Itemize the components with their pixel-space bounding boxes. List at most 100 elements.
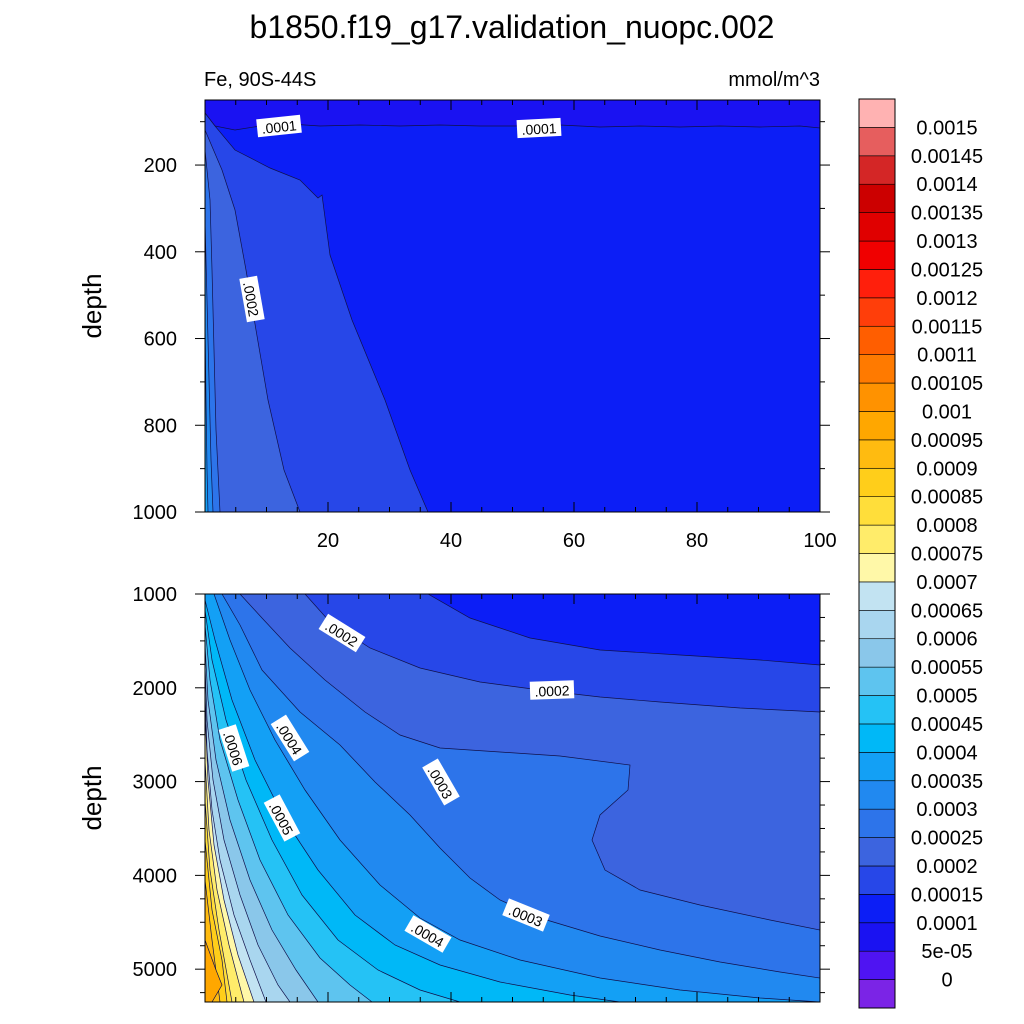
colorbar-swatch [858,297,896,327]
x-tick-label: 80 [686,530,708,552]
upper-contour-label: .0001 [256,114,302,138]
colorbar-swatch [858,894,896,924]
lower-field [204,593,821,1003]
chart-title: b1850.f19_g17.validation_nuopc.002 [250,9,775,45]
colorbar-swatch [858,325,896,355]
x-tick-label: 60 [563,530,585,552]
colorbar-label: 0.00045 [911,714,983,736]
colorbar-label: 0.00055 [911,657,983,679]
colorbar-swatch [858,127,896,157]
upper-contour-labels: .0001 .0001 .0002 [239,114,562,323]
lower-y-axis: 1000 2000 3000 4000 5000 [133,584,830,994]
colorbar-swatch [858,382,896,412]
y-tick-label: 400 [144,242,177,264]
y-tick-label: 4000 [133,865,178,887]
y-tick-label: 2000 [133,678,178,700]
colorbar-label: 0.0003 [916,799,977,821]
upper-y-axis: 200 400 600 800 1000 [133,121,830,524]
colorbar-swatch [858,98,896,128]
lower-contour-label-text: .0002 [534,682,570,699]
colorbar-label: 0.0013 [916,231,977,253]
upper-panel: 20 40 60 80 100 200 400 600 800 1000 .0001 .0001… [77,99,837,552]
colorbar-swatch [858,695,896,725]
x-tick-label: 40 [440,530,462,552]
colorbar-swatch [858,950,896,980]
colorbar-label: 0.0001 [916,913,977,935]
colorbar-frame [858,98,896,1009]
colorbar-label: 0.0011 [917,345,977,367]
upper-y-axis-label: depth [77,273,107,338]
colorbar-swatch [858,979,896,1009]
colorbar-label: 0.001 [922,401,972,423]
colorbar-label: 0 [941,970,952,992]
lower-contour-label: .0002 [529,680,575,700]
colorbar-label: 0.0004 [916,742,977,764]
colorbar-label: 0.0014 [916,174,977,196]
lower-x-axis [235,594,821,1002]
colorbar-swatch [858,183,896,213]
colorbar-swatch [858,808,896,838]
colorbar: 0.0015 0.00145 0.0014 0.00135 0.0013 0.00125 0… [858,98,983,1009]
y-tick-label: 1000 [133,502,178,524]
colorbar-label: 0.00035 [911,771,983,793]
colorbar-label: 0.00105 [911,373,983,395]
colorbar-label: 0.0015 [916,117,977,139]
colorbar-label: 0.00075 [911,544,983,566]
y-tick-label: 600 [144,329,177,351]
x-tick-label: 20 [317,530,339,552]
colorbar-label: 0.0008 [916,515,977,537]
lower-band-0-00035 [204,593,821,1003]
colorbar-swatch [858,610,896,640]
colorbar-swatch [858,666,896,696]
x-tick-label: 100 [803,530,836,552]
colorbar-swatch [858,439,896,469]
upper-contour-label-text: .0001 [521,120,557,138]
colorbar-swatch [858,155,896,185]
colorbar-label: 0.00145 [911,146,983,168]
colorbar-swatch [858,865,896,895]
colorbar-label: 0.0007 [916,572,977,594]
y-tick-label: 800 [144,415,177,437]
colorbar-swatch [858,524,896,554]
colorbar-label: 0.0006 [916,629,977,651]
colorbar-swatch [858,723,896,753]
upper-contour-label-text: .0002 [240,281,262,318]
lower-band-0-0004 [204,599,621,1003]
colorbar-swatch [858,780,896,810]
upper-contour-label: .0002 [239,275,265,323]
colorbar-swatch [858,212,896,242]
y-tick-label: 5000 [133,959,178,981]
colorbar-swatch [858,496,896,526]
right-subtitle: mmol/m^3 [728,69,820,91]
colorbar-label: 0.0002 [916,856,977,878]
colorbar-label: 0.0005 [916,686,977,708]
colorbar-label: 0.0012 [916,288,977,310]
upper-band-0-0001 [204,99,821,131]
colorbar-label: 0.00135 [911,203,983,225]
colorbar-label: 0.0009 [916,458,977,480]
colorbar-label: 0.00015 [911,884,983,906]
colorbar-swatch [858,752,896,782]
colorbar-swatch [858,837,896,867]
y-tick-label: 1000 [133,584,178,606]
colorbar-swatch [858,354,896,384]
colorbar-label: 0.00025 [911,828,983,850]
colorbar-swatch [858,240,896,270]
colorbar-swatch [858,638,896,668]
upper-contour-label: .0001 [516,117,562,139]
colorbar-swatch [858,922,896,952]
left-subtitle: Fe, 90S-44S [204,69,316,91]
colorbar-label: 0.00115 [912,316,983,338]
lower-y-axis-label: depth [77,765,107,830]
colorbar-swatch [858,411,896,441]
colorbar-label: 0.00125 [911,259,983,281]
colorbar-label: 5e-05 [921,941,972,963]
colorbar-label: 0.00095 [911,430,983,452]
colorbar-label: 0.00065 [911,600,983,622]
colorbar-swatch [858,553,896,583]
upper-x-axis: 20 40 60 80 100 [235,100,837,552]
y-tick-label: 200 [144,155,177,177]
colorbar-swatch [858,269,896,299]
